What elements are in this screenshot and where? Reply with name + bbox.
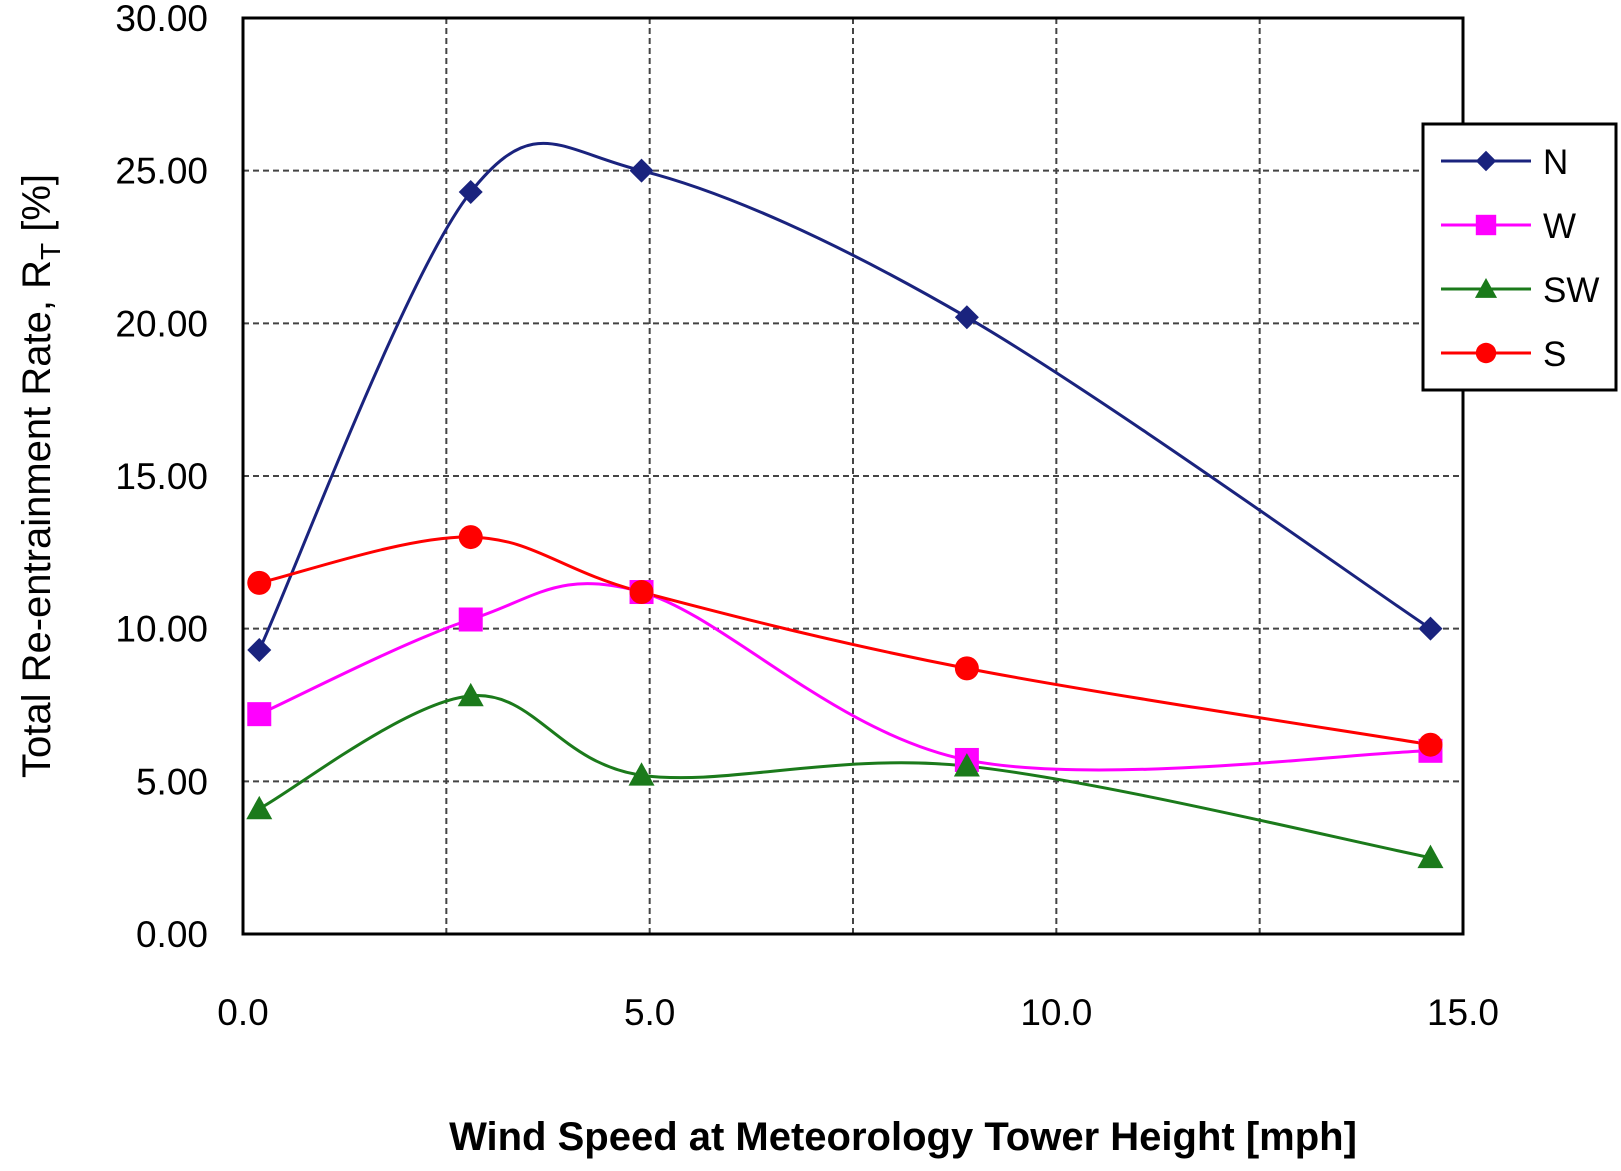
legend-swatch-marker (1475, 342, 1497, 364)
data-point-n (1418, 616, 1443, 641)
series-line-s (258, 535, 1431, 747)
y-tick-label: 0.00 (136, 914, 208, 955)
series-line-w (258, 582, 1431, 772)
data-point-s (954, 656, 979, 681)
series-line-n (257, 141, 1432, 651)
legend-label: N (1543, 143, 1568, 182)
legend-entry-sw: SW (1441, 271, 1599, 310)
legend-entry-n: N (1441, 143, 1568, 182)
legend-label: W (1543, 207, 1576, 246)
data-point-w (247, 702, 272, 727)
data-point-n (629, 158, 654, 183)
y-axis-title-subscript: T (35, 243, 66, 260)
data-point-n (458, 180, 483, 205)
y-tick-label: 20.00 (115, 303, 208, 344)
y-tick-label: 10.00 (115, 609, 208, 650)
series-line-sw (258, 694, 1431, 860)
data-point-sw (246, 795, 273, 820)
plot-area (241, 16, 1465, 936)
data-point-n (954, 305, 979, 330)
legend: NW SW S (1421, 122, 1618, 392)
data-point-sw (1417, 844, 1444, 869)
x-axis-ticks: 0.0 5.0 10.0 15.0 (217, 992, 1499, 1033)
legend-entry-s: S (1441, 335, 1566, 374)
data-point-s (458, 525, 483, 550)
x-tick-label: 0.0 (217, 992, 268, 1033)
legend-entry-w: W (1441, 207, 1576, 246)
x-tick-label: 15.0 (1427, 992, 1499, 1033)
grid-lines (243, 18, 1463, 934)
y-axis-ticks: 0.00 5.00 10.00 15.00 20.00 25.00 30.00 (115, 0, 208, 955)
y-axis-title-unit: [%] (15, 174, 59, 243)
legend-swatch-marker (1475, 150, 1497, 172)
legend-box (1421, 122, 1618, 392)
data-point-s (629, 580, 654, 605)
y-tick-label: 15.00 (115, 456, 208, 497)
data-point-n (247, 638, 272, 663)
data-point-s (247, 570, 272, 595)
y-tick-label: 30.00 (115, 0, 208, 39)
data-point-s (1418, 732, 1443, 757)
y-tick-label: 25.00 (115, 151, 208, 192)
y-tick-label: 5.00 (136, 761, 208, 802)
series-lines (257, 141, 1432, 860)
data-point-sw (953, 753, 980, 777)
legend-swatch-marker (1475, 214, 1497, 236)
y-axis-title-main: Total Re-entrainment Rate, R (15, 260, 59, 778)
data-point-sw (457, 682, 484, 707)
y-axis-title: Total Re-entrainment Rate, RT [%] (15, 174, 66, 778)
x-axis-title: Wind Speed at Meteorology Tower Height [… (449, 1115, 1357, 1159)
x-tick-label: 5.0 (624, 992, 675, 1033)
data-point-w (458, 607, 483, 632)
data-point-sw (628, 762, 655, 786)
legend-swatch-marker (1474, 277, 1498, 298)
series-markers (246, 158, 1444, 869)
x-tick-label: 10.0 (1020, 992, 1092, 1033)
legend-label: SW (1543, 271, 1599, 310)
legend-label: S (1543, 335, 1566, 374)
